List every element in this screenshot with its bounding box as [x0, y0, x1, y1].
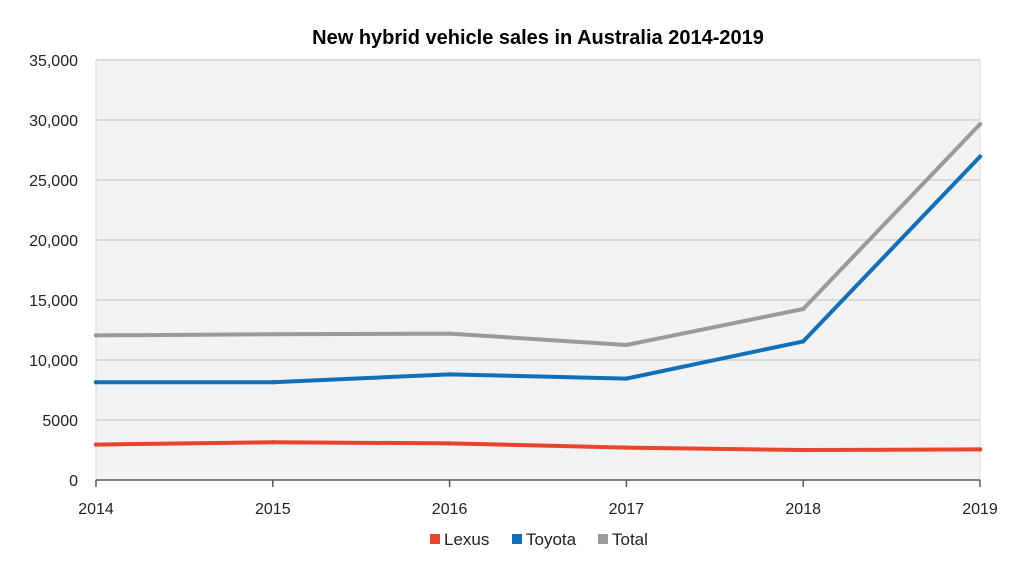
data-point-lexus — [801, 447, 806, 453]
data-point-lexus — [624, 445, 629, 450]
data-point-lexus — [270, 440, 275, 445]
axes: 0 5000 10,000 15,000 20,000 25,000 30,000 35,00… — [29, 53, 998, 518]
plot-area — [95, 59, 981, 481]
x-tick-label: 2014 — [78, 501, 114, 518]
legend: Lexus Toyota Total — [430, 530, 648, 549]
y-tick-label: 35,000 — [29, 53, 78, 70]
data-point-total — [977, 122, 983, 127]
legend-swatch-lexus — [430, 534, 440, 544]
data-point-toyota — [447, 372, 452, 377]
x-tick-label: 2019 — [962, 501, 998, 518]
legend-label-lexus: Lexus — [444, 530, 489, 549]
y-tick-label: 10,000 — [29, 353, 78, 370]
data-point-toyota — [93, 380, 99, 385]
x-tick-label: 2015 — [255, 501, 291, 518]
gridlines — [96, 59, 980, 421]
y-tick-label: 15,000 — [29, 293, 78, 310]
data-point-total — [801, 306, 806, 312]
y-tick-label: 30,000 — [29, 113, 78, 130]
data-point-toyota — [624, 376, 629, 381]
data-point-total — [270, 332, 275, 337]
data-point-toyota — [270, 380, 275, 385]
series-line-total — [94, 122, 982, 347]
y-tick-label: 0 — [69, 473, 78, 490]
legend-label-toyota: Toyota — [526, 530, 577, 549]
data-point-lexus — [93, 442, 99, 447]
legend-label-total: Total — [612, 530, 648, 549]
data-point-total — [93, 333, 99, 338]
legend-swatch-total — [598, 534, 608, 544]
series-lines — [93, 122, 983, 453]
plot-background — [95, 59, 981, 481]
x-tick-label: 2018 — [785, 501, 821, 518]
legend-swatch-toyota — [512, 534, 522, 544]
x-tick-label: 2016 — [432, 501, 468, 518]
data-point-toyota — [801, 339, 806, 344]
data-point-toyota — [977, 154, 983, 159]
data-point-lexus — [977, 447, 983, 452]
y-tick-label: 5000 — [42, 413, 78, 430]
series-line-lexus — [94, 440, 982, 452]
y-tick-label: 20,000 — [29, 233, 78, 250]
data-point-total — [447, 331, 452, 336]
data-point-lexus — [447, 441, 452, 446]
y-tick-label: 25,000 — [29, 173, 78, 190]
series-line-toyota — [94, 154, 982, 385]
x-tick-label: 2017 — [609, 501, 645, 518]
chart-title: New hybrid vehicle sales in Australia 20… — [312, 27, 764, 49]
data-point-total — [624, 342, 629, 348]
